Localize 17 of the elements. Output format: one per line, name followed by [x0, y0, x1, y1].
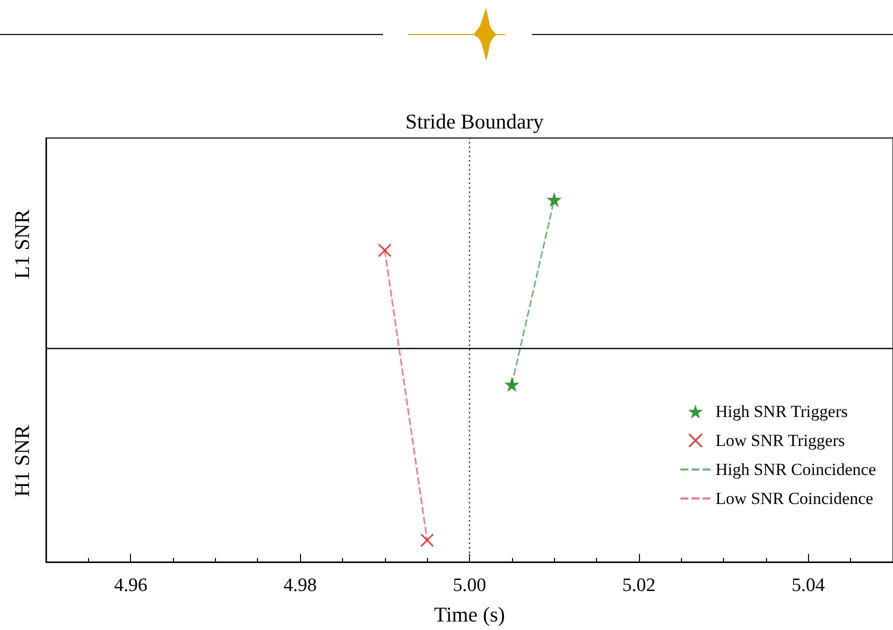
- x-tick-label: 4.98: [283, 575, 317, 596]
- legend-label: High SNR Triggers: [715, 402, 848, 421]
- legend-label: Low SNR Triggers: [715, 431, 845, 450]
- x-tick-label: 5.00: [452, 575, 486, 596]
- chart-title: Stride Boundary: [405, 110, 544, 134]
- point: [420, 534, 434, 547]
- text: H1 SNR: [10, 425, 34, 497]
- point: [378, 244, 392, 257]
- point: [504, 376, 520, 392]
- legend-label: Low SNR Coincidence: [715, 489, 874, 508]
- x-axis-title: Time (s): [434, 602, 505, 626]
- x-tick-label: 4.96: [114, 575, 148, 596]
- point: [546, 192, 562, 208]
- x-tick-label: 5.04: [792, 575, 826, 596]
- legend-label: High SNR Coincidence: [715, 460, 876, 479]
- text: L1 SNR: [10, 210, 34, 279]
- x-tick-label: 5.02: [622, 575, 656, 596]
